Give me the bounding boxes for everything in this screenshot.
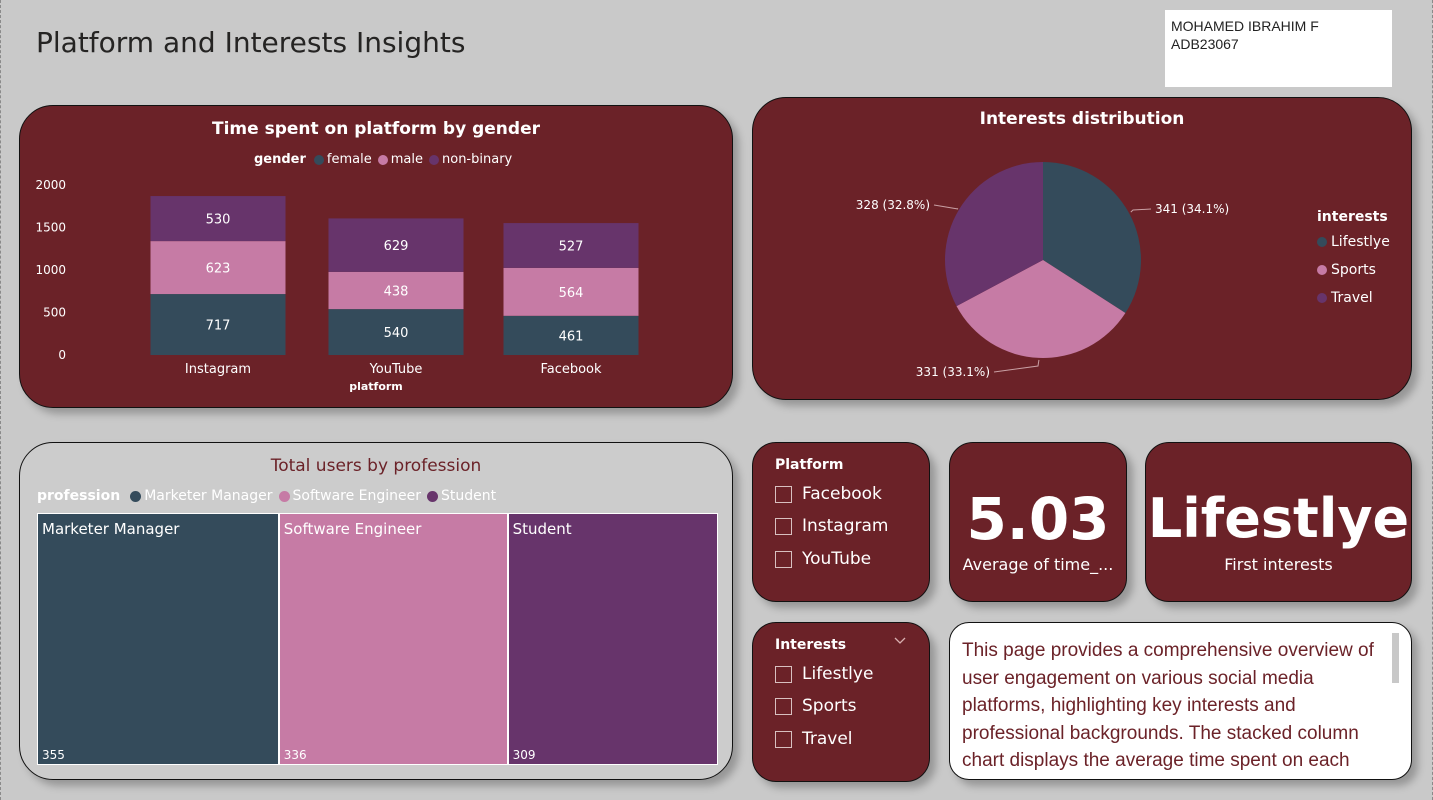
platform-option-youtube[interactable]: YouTube [775, 549, 871, 569]
y-tick-label: 1000 [35, 263, 66, 277]
checkbox-icon [775, 517, 792, 535]
treemap-title: Total users by profession [270, 456, 482, 476]
pie-chart-title: Interests distribution [979, 109, 1185, 129]
stacked-column-plot: 2000 1500 1000 500 0 717 623 530 Instagram 540 438… [35, 178, 639, 377]
author-id: ADB23067 [1171, 36, 1239, 52]
kpi-average-label: Average of time_... [962, 555, 1114, 574]
interests-slicer[interactable]: Interests Lifestlye Sports Travel [752, 622, 930, 782]
stacked-chart-legend: gender female male non-binary [254, 152, 518, 167]
legend-item-male[interactable]: male [377, 152, 423, 167]
legend-item-marketer-manager[interactable]: Marketer Manager [130, 488, 273, 504]
checkbox-icon [775, 697, 792, 715]
treemap-cell-student[interactable]: Student 309 [507, 513, 718, 765]
legend-item-travel[interactable]: Travel [1317, 290, 1373, 306]
bar-data-label: 527 [559, 239, 584, 254]
pie-data-label: 341 (34.1%) [1155, 202, 1229, 216]
bar-data-label: 623 [206, 262, 231, 277]
y-tick-label: 2000 [35, 178, 66, 192]
bar-segment-female[interactable] [503, 315, 639, 355]
checkbox-icon [775, 550, 792, 568]
bar-data-label: 564 [559, 286, 584, 301]
description-text: This page provides a comprehensive overv… [962, 640, 1374, 771]
treemap-category-label: Software Engineer [283, 520, 422, 538]
treemap-value-label: 355 [42, 748, 65, 762]
kpi-average-card[interactable]: 5.03 Average of time_... [949, 442, 1127, 602]
interest-option-sports[interactable]: Sports [775, 696, 857, 716]
bar-segment-female[interactable] [150, 294, 286, 355]
bar-segment-male[interactable] [150, 241, 286, 295]
kpi-average-value: 5.03 [966, 485, 1110, 553]
checkbox-icon [775, 730, 792, 748]
checkbox-icon [775, 485, 792, 503]
legend-item-sports[interactable]: Sports [1317, 262, 1376, 278]
platform-slicer-title: Platform [775, 457, 844, 473]
bar-segment-male[interactable] [328, 271, 464, 310]
bar-segment-non-binary[interactable] [150, 196, 286, 242]
pie-data-label: 328 (32.8%) [856, 198, 930, 212]
y-tick-label: 1500 [35, 221, 66, 235]
chevron-down-icon[interactable] [893, 635, 907, 650]
x-axis-title: platform [349, 380, 403, 393]
bar-data-label: 438 [384, 284, 409, 299]
legend-item-software-engineer[interactable]: Software Engineer [278, 488, 421, 504]
x-tick-label: Instagram [185, 362, 251, 377]
bar-segment-non-binary[interactable] [503, 223, 639, 268]
x-tick-label: YouTube [369, 362, 423, 377]
pie-leader-line [993, 359, 1040, 373]
description-textbox[interactable]: This page provides a comprehensive overv… [949, 622, 1412, 780]
author-name: MOHAMED IBRAHIM F [1171, 18, 1319, 34]
author-textbox[interactable]: MOHAMED IBRAHIM F ADB23067 [1165, 10, 1392, 87]
treemap-category-label: Marketer Manager [42, 520, 180, 538]
treemap-cell-software-engineer[interactable]: Software Engineer 336 [278, 513, 508, 765]
interest-option-lifestyle[interactable]: Lifestlye [775, 664, 873, 684]
legend-item-non-binary[interactable]: non-binary [429, 152, 512, 167]
platform-option-facebook[interactable]: Facebook [775, 484, 882, 504]
treemap-value-label: 336 [283, 748, 307, 762]
pie-leader-line [1130, 208, 1152, 213]
bar-data-label: 461 [559, 329, 584, 344]
interests-slicer-title: Interests [775, 637, 847, 653]
bar-data-label: 530 [206, 213, 231, 228]
scrollbar-thumb[interactable] [1392, 633, 1399, 683]
stacked-chart-title: Time spent on platform by gender [212, 119, 540, 139]
y-tick-label: 500 [43, 306, 66, 320]
pie-slice-travel[interactable] [945, 161, 1043, 307]
checkbox-icon [775, 665, 792, 683]
treemap-plot: Marketer Manager 355 Software Engineer 336 S… [37, 513, 718, 765]
treemap-legend: profession Marketer Manager Software Eng… [37, 488, 496, 504]
treemap-legend-title: profession [37, 488, 121, 504]
page-title: Platform and Interests Insights [36, 26, 466, 59]
pie-leader-line [933, 204, 959, 210]
legend-item-student[interactable]: Student [427, 488, 496, 504]
bar-data-label: 540 [384, 326, 409, 341]
kpi-first-interest-label: First interests [1224, 555, 1333, 574]
pie-chart-card[interactable]: Interests distribution 341 (34.1%) 331 (3… [752, 97, 1412, 400]
legend-item-female[interactable]: female [313, 152, 372, 167]
pie-legend-title: interests [1317, 209, 1388, 225]
treemap-category-label: Student [512, 520, 572, 538]
pie-plot: 341 (34.1%) 331 (33.1%) 328 (32.8%) [856, 161, 1229, 379]
y-tick-label: 0 [58, 348, 66, 362]
bar-segment-female[interactable] [328, 309, 464, 355]
platform-option-instagram[interactable]: Instagram [775, 516, 889, 536]
treemap-value-label: 309 [512, 748, 536, 762]
platform-slicer[interactable]: Platform Facebook Instagram YouTube [752, 442, 930, 602]
kpi-first-interest-card[interactable]: Lifestlye First interests [1145, 442, 1412, 602]
legend-item-lifestyle[interactable]: Lifestlye [1317, 234, 1390, 250]
kpi-first-interest-value: Lifestlye [1147, 487, 1410, 550]
stacked-column-chart-card[interactable]: Time spent on platform by gender gender … [19, 105, 733, 408]
x-tick-label: Facebook [540, 362, 602, 377]
bar-data-label: 717 [206, 319, 231, 334]
bar-segment-male[interactable] [503, 267, 639, 316]
bar-data-label: 629 [384, 239, 409, 254]
treemap-cell-marketer-manager[interactable]: Marketer Manager 355 [37, 513, 279, 765]
legend-title: gender [254, 152, 306, 167]
treemap-card[interactable]: Total users by profession profession Mar… [19, 442, 733, 780]
pie-data-label: 331 (33.1%) [916, 365, 990, 379]
pie-slice-lifestlye[interactable] [1043, 162, 1141, 314]
interest-option-travel[interactable]: Travel [775, 729, 853, 749]
pie-slice-sports[interactable] [956, 260, 1126, 358]
bar-segment-non-binary[interactable] [328, 218, 464, 272]
